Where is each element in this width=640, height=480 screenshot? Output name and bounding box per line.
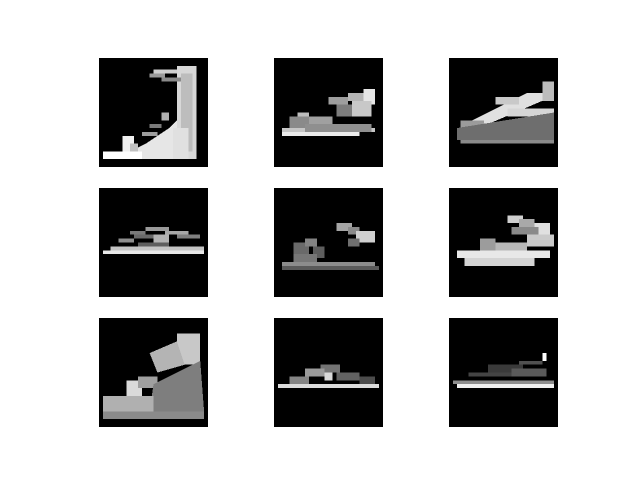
flat-sandal-icon [99, 188, 208, 297]
platform-sandal-icon [449, 188, 558, 297]
wedge-sandal-icon [274, 58, 383, 167]
sandal-image-7 [99, 318, 208, 427]
wedge-sandal-icon [99, 318, 208, 427]
sandal-image-8 [274, 318, 383, 427]
sandal-image-6 [449, 188, 558, 297]
strappy-sandal-icon [274, 188, 383, 297]
sandal-image-5 [274, 188, 383, 297]
slip-on-shoe-icon [449, 318, 558, 427]
sandal-image-2 [274, 58, 383, 167]
sandal-image-4 [99, 188, 208, 297]
high-heel-sandal-icon [99, 58, 208, 167]
sandal-image-3 [449, 58, 558, 167]
sandal-image-9 [449, 318, 558, 427]
slip-on-shoe-icon [274, 318, 383, 427]
sandal-image-1 [99, 58, 208, 167]
wedge-sandal-icon [449, 58, 558, 167]
